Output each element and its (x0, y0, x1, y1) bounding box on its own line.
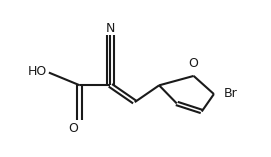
Text: O: O (189, 57, 199, 70)
Text: O: O (68, 122, 78, 135)
Text: HO: HO (27, 65, 47, 78)
Text: Br: Br (223, 87, 237, 100)
Text: N: N (106, 22, 115, 35)
